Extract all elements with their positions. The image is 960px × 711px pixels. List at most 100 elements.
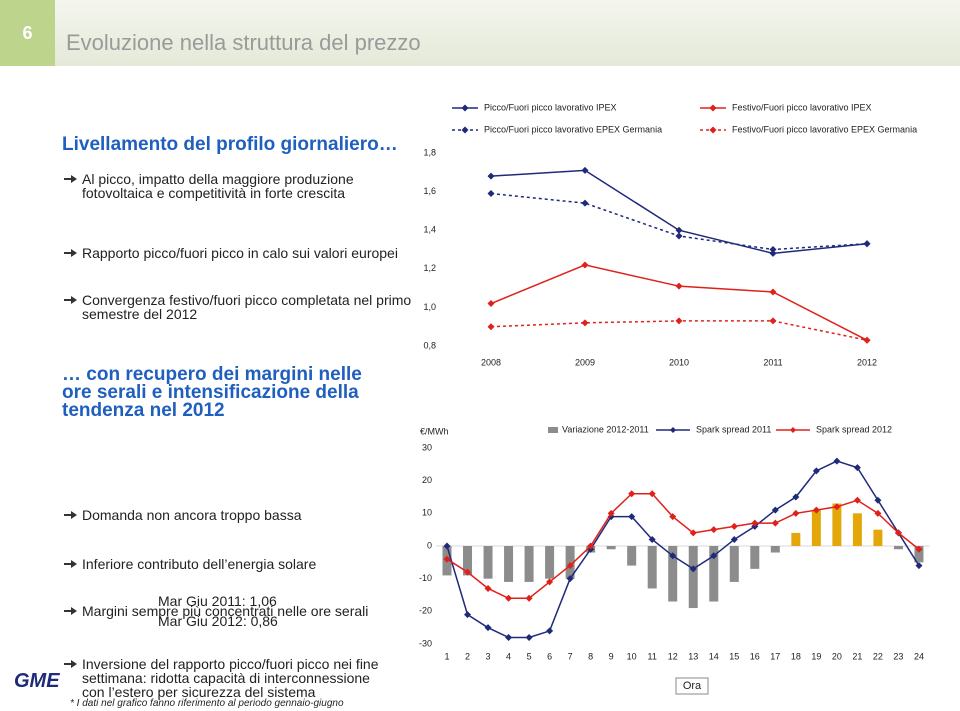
line xyxy=(446,460,920,639)
marker xyxy=(546,578,554,586)
marker xyxy=(853,496,861,504)
slide-number: 6 xyxy=(0,0,55,66)
bar xyxy=(791,532,801,546)
y-tick-label: 20 xyxy=(422,475,432,485)
marker xyxy=(863,240,871,248)
marker xyxy=(628,490,636,498)
x-tick-label: 17 xyxy=(770,651,780,661)
marker xyxy=(587,542,595,550)
marker xyxy=(730,522,738,530)
marker xyxy=(487,172,495,180)
logo: GME xyxy=(14,670,60,692)
bar xyxy=(832,503,842,546)
marker xyxy=(443,555,451,563)
y-tick-label: -10 xyxy=(419,573,432,583)
bar xyxy=(647,546,657,589)
x-tick-label: 13 xyxy=(688,651,698,661)
marker xyxy=(525,633,533,641)
marker xyxy=(581,166,589,174)
marker xyxy=(730,535,738,543)
note: Mar Giu 2012: 0,86 xyxy=(158,613,278,629)
marker xyxy=(546,627,554,635)
y-tick-label: 1,2 xyxy=(423,263,436,273)
x-tick-label: 2008 xyxy=(481,357,501,367)
marker xyxy=(833,503,841,511)
y-tick-label: 30 xyxy=(422,442,432,452)
marker xyxy=(894,529,902,537)
marker xyxy=(566,562,574,570)
legend-marker xyxy=(670,427,676,433)
marker xyxy=(484,584,492,592)
x-tick-label: 14 xyxy=(709,651,719,661)
marker xyxy=(566,575,574,583)
legend-marker xyxy=(461,126,469,134)
bullet: Margini sempre più concentrati nelle ore… xyxy=(62,604,422,618)
marker xyxy=(769,288,777,296)
marker xyxy=(581,319,589,327)
marker xyxy=(792,493,800,501)
x-tick-label: 23 xyxy=(893,651,903,661)
x-tick-label: 5 xyxy=(527,651,532,661)
footnote: * I dati nel grafico fanno riferimento a… xyxy=(70,698,344,709)
marker xyxy=(675,282,683,290)
marker xyxy=(505,633,513,641)
marker xyxy=(628,513,636,521)
marker xyxy=(771,519,779,527)
bar xyxy=(524,546,534,582)
legend-marker xyxy=(709,104,717,112)
x-tick-label: 2010 xyxy=(669,357,689,367)
x-tick-label: 15 xyxy=(729,651,739,661)
legend-label: Spark spread 2012 xyxy=(816,424,892,434)
marker xyxy=(648,490,656,498)
x-tick-label: 1 xyxy=(444,651,449,661)
bullet: Domanda non ancora troppo bassa xyxy=(62,508,422,522)
slide-title: Evoluzione nella struttura del prezzo xyxy=(66,30,421,55)
line xyxy=(490,192,868,251)
marker xyxy=(792,509,800,517)
bar xyxy=(627,546,637,566)
marker xyxy=(581,199,589,207)
x-tick-label: 4 xyxy=(506,651,511,661)
y-tick-label: 0,8 xyxy=(423,340,436,350)
x-axis-label: Ora xyxy=(683,680,702,692)
x-tick-label: 2009 xyxy=(575,357,595,367)
y-tick-label: 1,4 xyxy=(423,225,436,235)
bar xyxy=(545,546,555,579)
x-tick-label: 10 xyxy=(627,651,637,661)
marker xyxy=(675,317,683,325)
marker xyxy=(581,261,589,269)
marker xyxy=(669,513,677,521)
note: Mar Giu 2011: 1,06 xyxy=(158,593,277,609)
header-band xyxy=(0,0,960,66)
y-tick-label: 1,8 xyxy=(423,147,436,157)
legend-label: Festivo/Fuori picco lavorativo IPEX xyxy=(732,102,872,112)
marker xyxy=(443,542,451,550)
marker xyxy=(915,562,923,570)
marker xyxy=(833,457,841,465)
marker xyxy=(525,594,533,602)
marker xyxy=(853,464,861,472)
legend-label: Picco/Fuori picco lavorativo EPEX German… xyxy=(484,124,662,134)
bar xyxy=(770,546,780,553)
marker xyxy=(464,568,472,576)
legend-marker xyxy=(790,427,796,433)
marker xyxy=(505,594,513,602)
bullet: Convergenza festivo/fuori picco completa… xyxy=(62,293,422,321)
x-tick-label: 7 xyxy=(568,651,573,661)
bar xyxy=(811,510,821,546)
marker xyxy=(874,496,882,504)
marker xyxy=(771,506,779,514)
marker xyxy=(689,529,697,537)
y-tick-label: 1,6 xyxy=(423,186,436,196)
marker xyxy=(915,545,923,553)
legend-label: Spark spread 2011 xyxy=(696,424,771,434)
legend-marker xyxy=(709,126,717,134)
marker xyxy=(675,226,683,234)
x-tick-label: 24 xyxy=(914,651,924,661)
bar xyxy=(893,546,903,550)
x-tick-label: 22 xyxy=(873,651,883,661)
y-tick-label: 1,0 xyxy=(423,302,436,312)
bar xyxy=(873,529,883,546)
